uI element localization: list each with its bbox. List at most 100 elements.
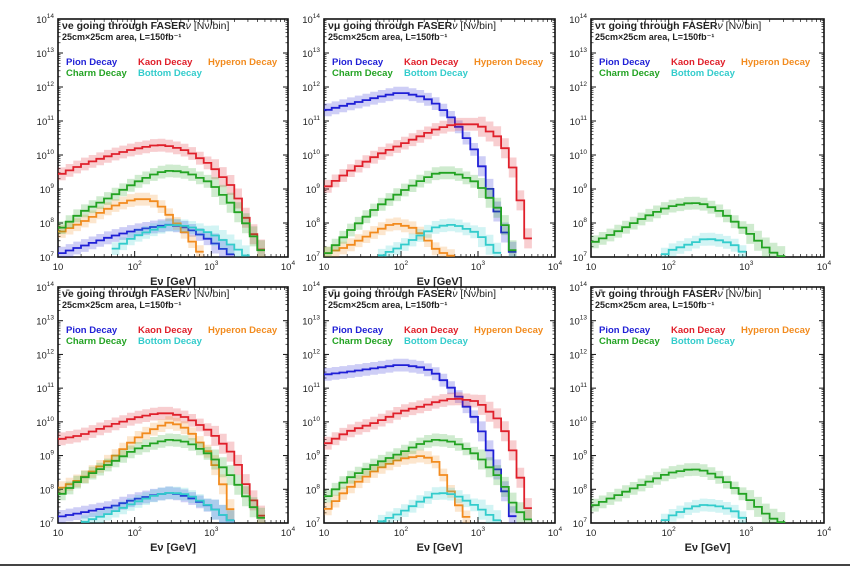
x-tick-label: 10 bbox=[586, 528, 597, 539]
uncertainty-band-charm bbox=[324, 166, 517, 257]
y-tick-label: 109 bbox=[573, 183, 588, 196]
y-tick-label: 1012 bbox=[302, 81, 320, 94]
panel-title: ν̄e going through FASERν [Nν/bin] bbox=[62, 288, 230, 300]
series-pion bbox=[324, 364, 517, 518]
chart-panel-2: 107 108 109 1010 1011 1012 1013 1014 10 102 103 104… bbox=[302, 13, 562, 288]
x-tick-label: 10 bbox=[53, 528, 64, 539]
x-axis-title: Eν [GeV] bbox=[417, 276, 463, 288]
x-tick-label: 102 bbox=[394, 526, 409, 539]
legend: Pion Decay Kaon Decay Hyperon Decay Charm D… bbox=[599, 57, 811, 79]
uncertainty-band-hyperon bbox=[58, 192, 204, 257]
series-pion bbox=[58, 223, 235, 256]
panel-subtitle: 25cm×25cm area, L=150fb⁻¹ bbox=[595, 32, 714, 42]
y-tick-label: 1012 bbox=[569, 81, 587, 94]
legend-item-charm: Charm Decay bbox=[599, 336, 660, 347]
series-bottom bbox=[660, 238, 747, 255]
y-tick-label: 108 bbox=[573, 217, 588, 230]
uncertainty-band-hyperon bbox=[58, 416, 235, 520]
legend: Pion Decay Kaon Decay Hyperon Decay Charm D… bbox=[599, 325, 811, 347]
x-tick-label: 102 bbox=[394, 260, 409, 273]
legend-item-charm: Charm Decay bbox=[66, 68, 127, 79]
series-kaon bbox=[58, 144, 265, 251]
legend-item-hyperon: Hyperon Decay bbox=[208, 325, 278, 336]
uncertainty-band-bottom bbox=[81, 486, 235, 523]
y-tick-label: 1013 bbox=[36, 47, 54, 60]
x-tick-label: 103 bbox=[739, 526, 754, 539]
series-charm bbox=[58, 170, 265, 252]
y-tick-label: 1010 bbox=[302, 416, 320, 429]
y-tick-label: 1014 bbox=[36, 13, 54, 26]
y-tick-label: 109 bbox=[40, 450, 55, 463]
legend-item-bottom: Bottom Decay bbox=[671, 68, 736, 79]
legend-item-pion: Pion Decay bbox=[66, 57, 118, 68]
series-group bbox=[591, 196, 786, 257]
legend-item-hyperon: Hyperon Decay bbox=[208, 57, 278, 68]
y-tick-label: 1012 bbox=[302, 348, 320, 361]
legend-item-charm: Charm Decay bbox=[332, 336, 393, 347]
panel-subtitle: 25cm×25cm area, L=150fb⁻¹ bbox=[595, 300, 714, 310]
panel-title: ν̄μ going through FASERν [Nν/bin] bbox=[328, 288, 496, 300]
y-tick-label: 1011 bbox=[570, 382, 588, 395]
y-tick-label: 1010 bbox=[569, 149, 587, 162]
legend-item-pion: Pion Decay bbox=[332, 325, 384, 336]
uncertainty-band-bottom bbox=[111, 218, 250, 257]
x-axis-title: Eν [GeV] bbox=[150, 276, 196, 288]
y-tick-label: 1012 bbox=[36, 348, 54, 361]
x-axis-title: Eν [GeV] bbox=[417, 542, 463, 554]
y-tick-label: 108 bbox=[306, 217, 321, 230]
panel-title: νe going through FASERν [Nν/bin] bbox=[62, 20, 230, 32]
legend-item-pion: Pion Decay bbox=[332, 57, 384, 68]
x-axis-title: Eν [GeV] bbox=[150, 542, 196, 554]
legend-item-pion: Pion Decay bbox=[599, 57, 651, 68]
x-tick-label: 104 bbox=[281, 526, 296, 539]
uncertainty-band-charm bbox=[58, 433, 265, 523]
plot-frame bbox=[590, 286, 825, 524]
y-tick-label: 1010 bbox=[36, 149, 54, 162]
y-tick-label: 1014 bbox=[36, 281, 54, 294]
y-tick-label: 1011 bbox=[37, 115, 55, 128]
y-tick-label: 1014 bbox=[302, 13, 320, 26]
plot-frame bbox=[590, 18, 825, 258]
panel-subtitle: 25cm×25cm area, L=150fb⁻¹ bbox=[328, 32, 447, 42]
uncertainty-band-pion bbox=[324, 358, 517, 523]
x-tick-label: 104 bbox=[817, 526, 832, 539]
legend-item-bottom: Bottom Decay bbox=[671, 336, 736, 347]
panel-subtitle: 25cm×25cm area, L=150fb⁻¹ bbox=[62, 32, 181, 42]
series-hyperon bbox=[58, 198, 204, 253]
chart-panel-1: 107 108 109 1010 1011 1012 1013 1014 10 102 103 104… bbox=[36, 13, 295, 288]
legend-item-bottom: Bottom Decay bbox=[138, 68, 203, 79]
panel-title: νμ going through FASERν [Nν/bin] bbox=[328, 20, 496, 32]
series-kaon bbox=[324, 123, 532, 240]
series-bottom bbox=[111, 224, 250, 257]
legend-item-bottom: Bottom Decay bbox=[404, 336, 469, 347]
series-bottom bbox=[377, 224, 502, 257]
series-group bbox=[58, 138, 265, 257]
uncertainty-band-hyperon bbox=[324, 217, 455, 257]
chart-panel-5: 107 108 109 1010 1011 1012 1013 1014 10 102 103 104… bbox=[302, 281, 562, 554]
legend-item-bottom: Bottom Decay bbox=[404, 68, 469, 79]
x-tick-label: 104 bbox=[281, 260, 296, 273]
x-tick-label: 102 bbox=[662, 526, 677, 539]
legend-item-hyperon: Hyperon Decay bbox=[474, 325, 544, 336]
x-tick-label: 103 bbox=[739, 260, 754, 273]
series-hyperon bbox=[324, 223, 455, 257]
uncertainty-band-bottom bbox=[660, 232, 747, 257]
legend-item-kaon: Kaon Decay bbox=[138, 325, 193, 336]
legend-item-kaon: Kaon Decay bbox=[138, 57, 193, 68]
bottom-divider bbox=[0, 564, 850, 566]
series-kaon bbox=[58, 412, 265, 517]
x-tick-label: 102 bbox=[128, 526, 143, 539]
series-charm bbox=[591, 202, 786, 257]
y-tick-label: 107 bbox=[573, 251, 588, 264]
series-group bbox=[58, 406, 265, 523]
legend-item-hyperon: Hyperon Decay bbox=[741, 57, 811, 68]
y-tick-label: 1011 bbox=[303, 115, 321, 128]
legend: Pion Decay Kaon Decay Hyperon Decay Charm D… bbox=[66, 57, 278, 79]
series-group bbox=[591, 463, 786, 523]
y-tick-label: 1013 bbox=[36, 315, 54, 328]
chart-panel-4: 107 108 109 1010 1011 1012 1013 1014 10 102 103 104… bbox=[36, 281, 295, 554]
y-tick-label: 1013 bbox=[569, 47, 587, 60]
series-group bbox=[324, 86, 532, 257]
y-tick-label: 107 bbox=[306, 251, 321, 264]
x-tick-label: 10 bbox=[586, 262, 597, 273]
